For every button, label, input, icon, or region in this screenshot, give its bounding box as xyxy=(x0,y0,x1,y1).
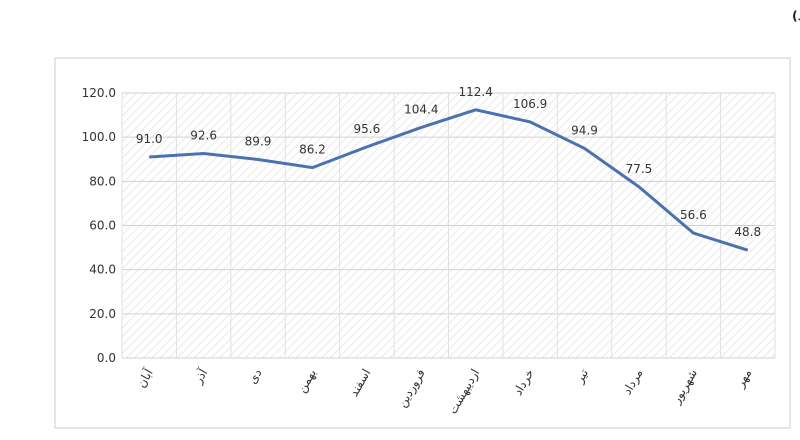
line xyxy=(149,108,749,252)
data-label: 95.6 xyxy=(354,122,381,136)
data-label: 104.4 xyxy=(404,102,438,116)
y-tick-label: 40.0 xyxy=(89,263,116,277)
y-tick-label: 100.0 xyxy=(82,130,116,144)
y-tick-label: 80.0 xyxy=(89,174,116,188)
data-label: 94.9 xyxy=(571,123,598,137)
y-tick-label: 0.0 xyxy=(97,351,116,365)
chart-title: نرخ رشدماه به ماه مشابه سال قبل متوسط قی… xyxy=(792,8,800,23)
data-label: 77.5 xyxy=(626,162,653,176)
data-label: 92.6 xyxy=(190,129,217,143)
data-label: 91.0 xyxy=(136,132,163,146)
data-label: 89.9 xyxy=(245,134,272,148)
x-tick-label: دی xyxy=(245,367,264,387)
data-label: 48.8 xyxy=(734,225,761,239)
data-label: 106.9 xyxy=(513,97,547,111)
data-label: 56.6 xyxy=(680,208,707,222)
data-label: 112.4 xyxy=(459,85,493,99)
y-tick-label: 20.0 xyxy=(89,307,116,321)
y-tick-label: 120.0 xyxy=(82,86,116,100)
y-tick-label: 60.0 xyxy=(89,219,116,233)
data-label: 86.2 xyxy=(299,143,326,157)
